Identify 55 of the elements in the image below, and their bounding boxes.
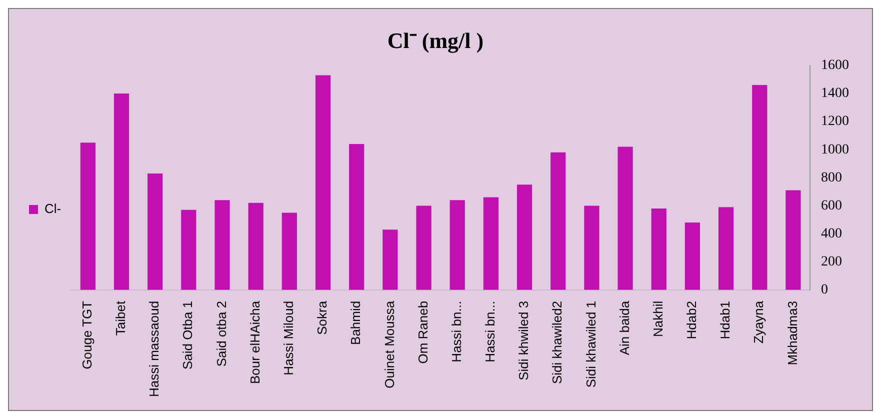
bar <box>516 184 532 290</box>
x-tick-label: Mkhadma3 <box>784 300 800 366</box>
x-tick-label: Gouge TGT <box>79 300 94 370</box>
y-tick-label: 200 <box>821 254 842 270</box>
bar <box>752 85 768 290</box>
x-tick-label: Bour elHAicha <box>247 300 262 384</box>
bar <box>651 208 666 290</box>
x-tick-label: Hassi Miloud <box>280 300 296 376</box>
bar <box>718 207 734 290</box>
chart-title: Cl⁻ (mg/l ) <box>387 28 484 53</box>
x-tick-label: Sidi khawiled 1 <box>583 300 598 388</box>
x-tick-label: Said Otba 1 <box>180 300 196 370</box>
bar <box>618 146 633 290</box>
bar <box>550 152 566 290</box>
bar <box>382 230 398 290</box>
bar <box>416 206 432 290</box>
bar <box>349 144 364 290</box>
y-tick-label: 600 <box>821 198 842 214</box>
y-tick-label: 1200 <box>821 114 849 130</box>
bar <box>148 173 163 290</box>
x-tick-label: Hdab2 <box>684 300 700 340</box>
y-tick-label: 1000 <box>821 142 849 158</box>
y-tick-label: 0 <box>821 282 828 298</box>
bar <box>181 210 196 290</box>
x-tick-label: Sokra <box>314 300 330 335</box>
bar <box>584 206 600 290</box>
x-tick-label: Nakhil <box>650 300 666 338</box>
x-tick-label: Zyayna <box>751 300 766 344</box>
y-tick-label: 1600 <box>821 58 849 74</box>
x-tick-label: Said otba 2 <box>214 300 229 367</box>
x-tick-label: Ain baida <box>616 300 632 356</box>
x-tick-label: Sidi khwiled 3 <box>516 300 532 380</box>
legend-label: Cl- <box>44 201 62 216</box>
bar <box>282 212 297 290</box>
x-tick-label: Ouinet Moussa <box>382 300 397 388</box>
bar <box>450 200 465 290</box>
x-tick-label: Taibet <box>113 300 128 336</box>
bar <box>315 75 331 290</box>
bar <box>80 142 96 290</box>
bar <box>214 200 230 290</box>
y-tick-label: 1400 <box>821 86 849 102</box>
x-tick-label: Hassi bn... <box>448 300 464 362</box>
x-tick-label: Bahmid <box>348 300 364 345</box>
x-tick-label: Hdab1 <box>718 300 733 340</box>
x-tick-label: Hassi massaoud <box>146 300 162 398</box>
x-tick-label: Om Raneb <box>415 300 430 364</box>
bar <box>786 190 801 290</box>
y-tick-label: 400 <box>821 226 842 242</box>
x-tick-label: Sidi khawiled2 <box>550 300 565 384</box>
bar <box>483 197 498 290</box>
x-tick-label: Hassi bn... <box>482 300 498 362</box>
bar <box>114 93 130 290</box>
bar <box>684 222 700 290</box>
y-tick-label: 800 <box>821 170 842 186</box>
bar <box>248 202 264 290</box>
